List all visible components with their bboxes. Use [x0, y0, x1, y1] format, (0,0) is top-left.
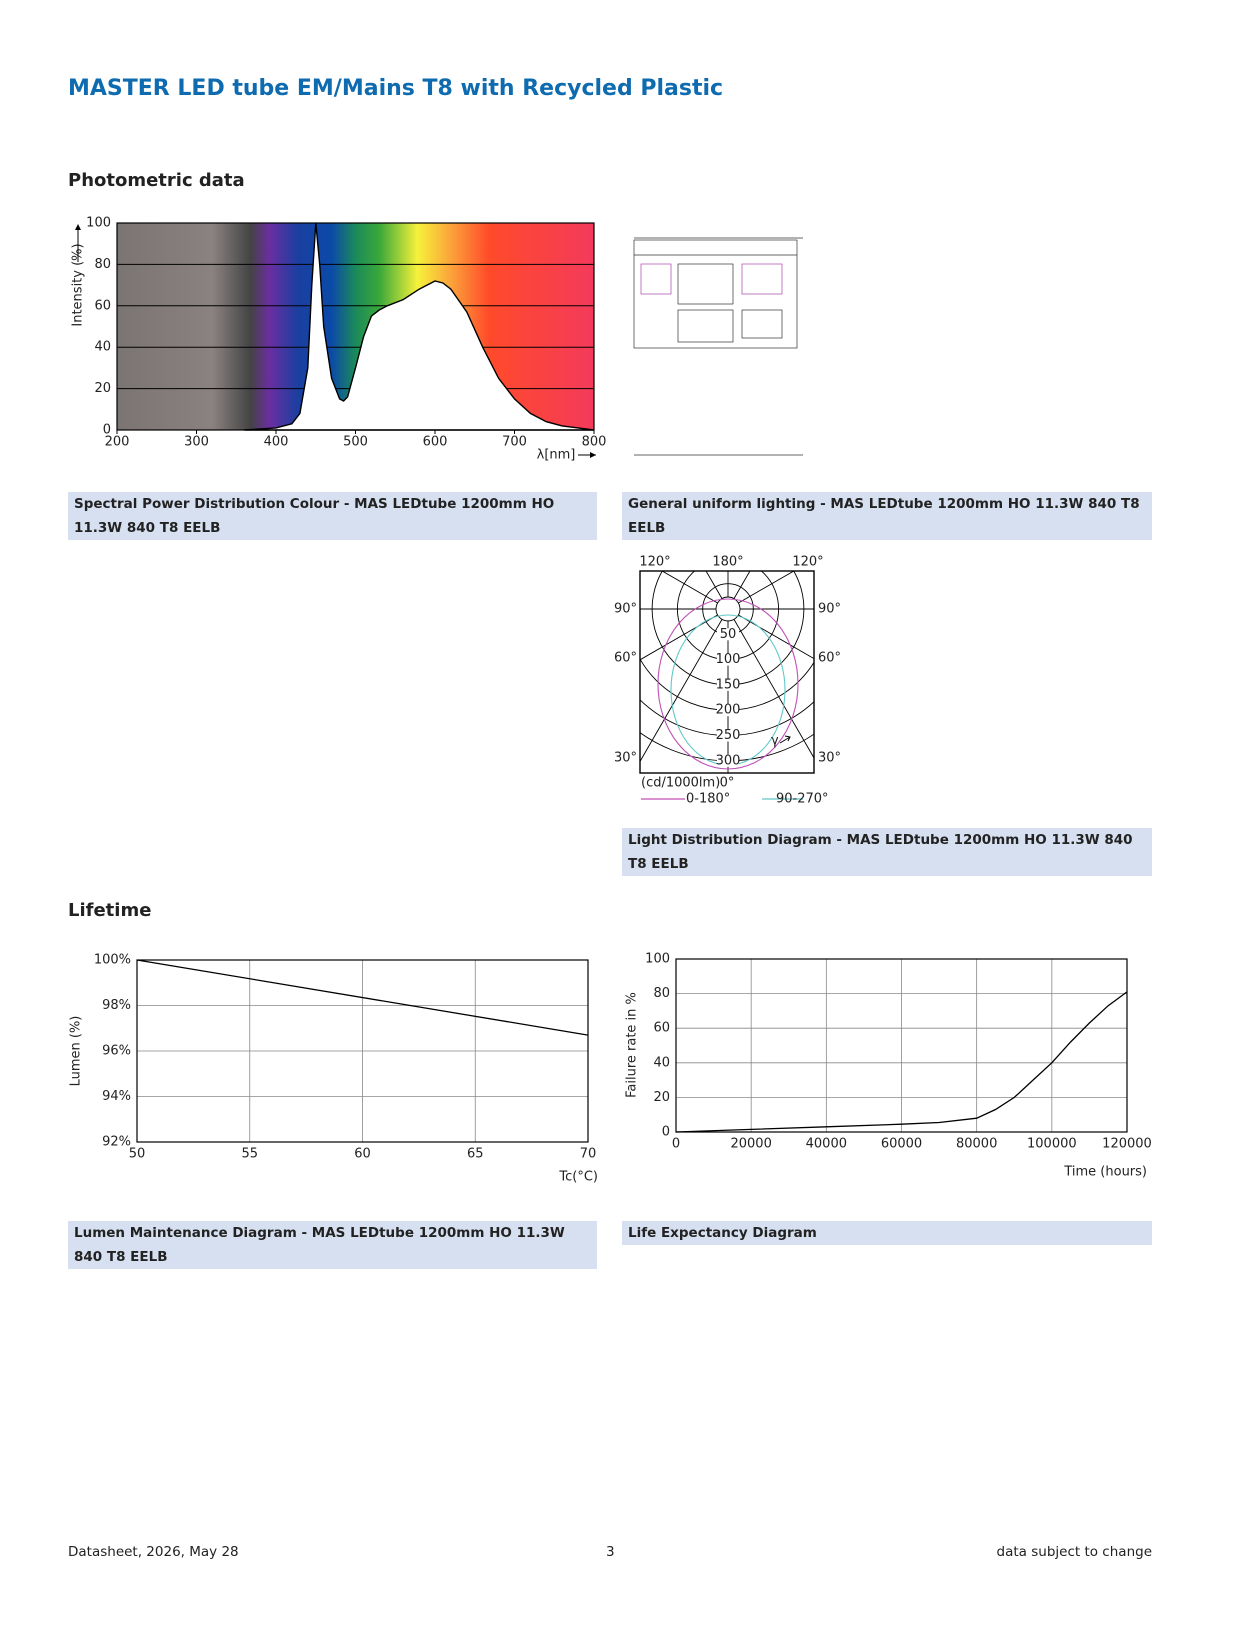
polar-spoke [661, 571, 718, 604]
thumbnail [633, 237, 803, 456]
polar-spoke [640, 619, 723, 763]
y-tick-label: 0 [103, 423, 111, 438]
section-heading: Lifetime [68, 900, 152, 921]
x-tick-label: 55 [241, 1147, 258, 1162]
section-heading: Photometric data [68, 170, 245, 191]
y-tick-label: 40 [94, 340, 111, 355]
ring-label: 250 [716, 728, 741, 743]
x-tick-label: 120000 [1102, 1137, 1152, 1152]
y-tick-label: 100 [645, 952, 670, 967]
x-tick-label: 65 [467, 1147, 484, 1162]
ring-label: 200 [716, 703, 741, 718]
ring-label-bg [717, 754, 739, 767]
ring-label: 100 [716, 652, 741, 667]
x-tick-label: 400 [264, 435, 289, 450]
x-tick-label: 80000 [956, 1137, 997, 1152]
polar-spoke [738, 571, 795, 604]
ring-label-bg [717, 653, 739, 666]
angle-label: 120° [639, 555, 670, 570]
x-axis-label: Tc(°C) [558, 1170, 598, 1185]
x-tick-label: 50 [129, 1147, 146, 1162]
y-tick-label: 98% [102, 998, 131, 1013]
caption: General uniform lighting - MAS LEDtube 1… [622, 492, 1152, 540]
ring-label-bg [717, 729, 739, 742]
y-tick-label: 80 [94, 257, 111, 272]
legend-label: 0-180° [686, 792, 730, 807]
caption: Spectral Power Distribution Colour - MAS… [68, 492, 597, 540]
plot-frame [675, 958, 1128, 1133]
y-tick-label: 0 [662, 1125, 670, 1140]
footer-date: Datasheet, 2026, May 28 [68, 1544, 239, 1560]
angle-label: 180° [712, 555, 743, 570]
x-tick-label: 700 [502, 435, 527, 450]
y-tick-label: 20 [653, 1090, 670, 1105]
x-axis-label: λ[nm] [537, 448, 576, 463]
x-tick-label: 60000 [881, 1137, 922, 1152]
y-axis-label: Lumen (%) [69, 1016, 84, 1087]
x-tick-label: 100000 [1027, 1137, 1077, 1152]
axis-arrowhead [75, 224, 81, 230]
unit-label: (cd/1000lm) [641, 776, 720, 791]
gamma-arrow [779, 735, 791, 744]
legend-label: 90-270° [776, 792, 829, 807]
x-tick-label: 800 [582, 435, 607, 450]
angle-label: 0° [720, 776, 735, 791]
footer-note: data subject to change [996, 1544, 1152, 1560]
y-tick-label: 40 [653, 1055, 670, 1070]
x-tick-label: 200 [105, 435, 130, 450]
y-tick-label: 100% [94, 953, 131, 968]
y-tick-label: 60 [94, 298, 111, 313]
polar-spoke [738, 614, 814, 660]
y-tick-label: 20 [94, 381, 111, 396]
angle-label: 120° [792, 555, 823, 570]
y-tick-label: 80 [653, 986, 670, 1001]
ring-label-bg [717, 704, 739, 717]
x-tick-label: 70 [580, 1147, 597, 1162]
caption: Lumen Maintenance Diagram - MAS LEDtube … [68, 1221, 597, 1269]
y-axis-label: Failure rate in % [625, 992, 640, 1098]
angle-label: 90° [818, 602, 841, 617]
angle-label: 60° [818, 651, 841, 666]
axis-arrowhead [590, 452, 596, 458]
plot-frame [116, 222, 595, 431]
ring-label-bg [717, 628, 739, 641]
ring-label-bg [717, 678, 739, 691]
ring-label: 300 [716, 753, 741, 768]
gamma-label: γ [771, 734, 779, 749]
y-tick-label: 92% [102, 1135, 131, 1150]
data-line [675, 991, 1128, 1133]
data-line [136, 959, 589, 1036]
caption: Life Expectancy Diagram [622, 1221, 1152, 1245]
y-tick-label: 100 [86, 216, 111, 231]
y-tick-label: 60 [653, 1021, 670, 1036]
ring-label: 150 [716, 677, 741, 692]
curve-0-180 [657, 598, 799, 770]
x-tick-label: 40000 [806, 1137, 847, 1152]
plot-frame [136, 959, 589, 1143]
caption: Light Distribution Diagram - MAS LEDtube… [622, 828, 1152, 876]
angle-label: 90° [614, 602, 637, 617]
angle-label: 30° [818, 751, 841, 766]
light-distribution-diagram: 50 100 150 200 250 300 120° 180° 120° 90° 90° 60° 60… [614, 555, 841, 807]
x-tick-label: 0 [672, 1137, 680, 1152]
y-axis-label: Intensity (%) [71, 243, 86, 326]
x-tick-label: 60 [354, 1147, 371, 1162]
x-tick-label: 20000 [730, 1137, 771, 1152]
x-tick-label: 500 [343, 435, 368, 450]
x-tick-label: 600 [423, 435, 448, 450]
polar-spoke [640, 614, 718, 661]
y-tick-label: 94% [102, 1089, 131, 1104]
y-tick-label: 96% [102, 1044, 131, 1059]
spectrum-curve [244, 222, 595, 431]
angle-label: 30° [614, 751, 637, 766]
page-title: MASTER LED tube EM/Mains T8 with Recycle… [68, 76, 724, 101]
angle-label: 60° [614, 651, 637, 666]
ring-label: 50 [720, 627, 737, 642]
page-number: 3 [606, 1544, 615, 1560]
x-axis-label: Time (hours) [1063, 1165, 1147, 1180]
polar-spoke [733, 619, 814, 759]
x-tick-label: 300 [184, 435, 209, 450]
